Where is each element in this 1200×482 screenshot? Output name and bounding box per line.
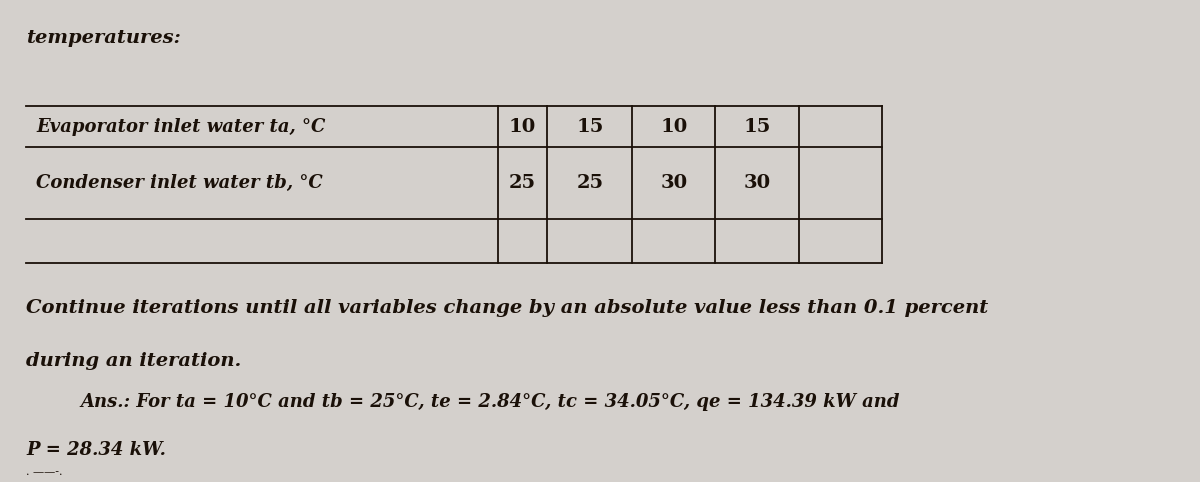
- Text: 15: 15: [576, 118, 604, 135]
- Text: Ans.: For ta = 10°C and tb = 25°C, te = 2.84°C, tc = 34.05°C, qe = 134.39 kW and: Ans.: For ta = 10°C and tb = 25°C, te = …: [80, 393, 900, 411]
- Text: during an iteration.: during an iteration.: [26, 352, 241, 370]
- Text: temperatures:: temperatures:: [26, 29, 181, 47]
- Text: Evaporator inlet water ta, °C: Evaporator inlet water ta, °C: [36, 118, 325, 135]
- Text: Continue iterations until all variables change by an absolute value less than 0.: Continue iterations until all variables …: [26, 299, 989, 317]
- Text: 10: 10: [660, 118, 688, 135]
- Text: 30: 30: [660, 174, 688, 192]
- Text: Condenser inlet water tb, °C: Condenser inlet water tb, °C: [36, 174, 323, 192]
- Text: P = 28.34 kW.: P = 28.34 kW.: [26, 441, 167, 459]
- Text: 15: 15: [744, 118, 770, 135]
- Text: 25: 25: [576, 174, 604, 192]
- Text: 25: 25: [509, 174, 536, 192]
- Text: 10: 10: [509, 118, 536, 135]
- Text: . ——-.: . ——-.: [26, 467, 62, 477]
- Text: 30: 30: [744, 174, 770, 192]
